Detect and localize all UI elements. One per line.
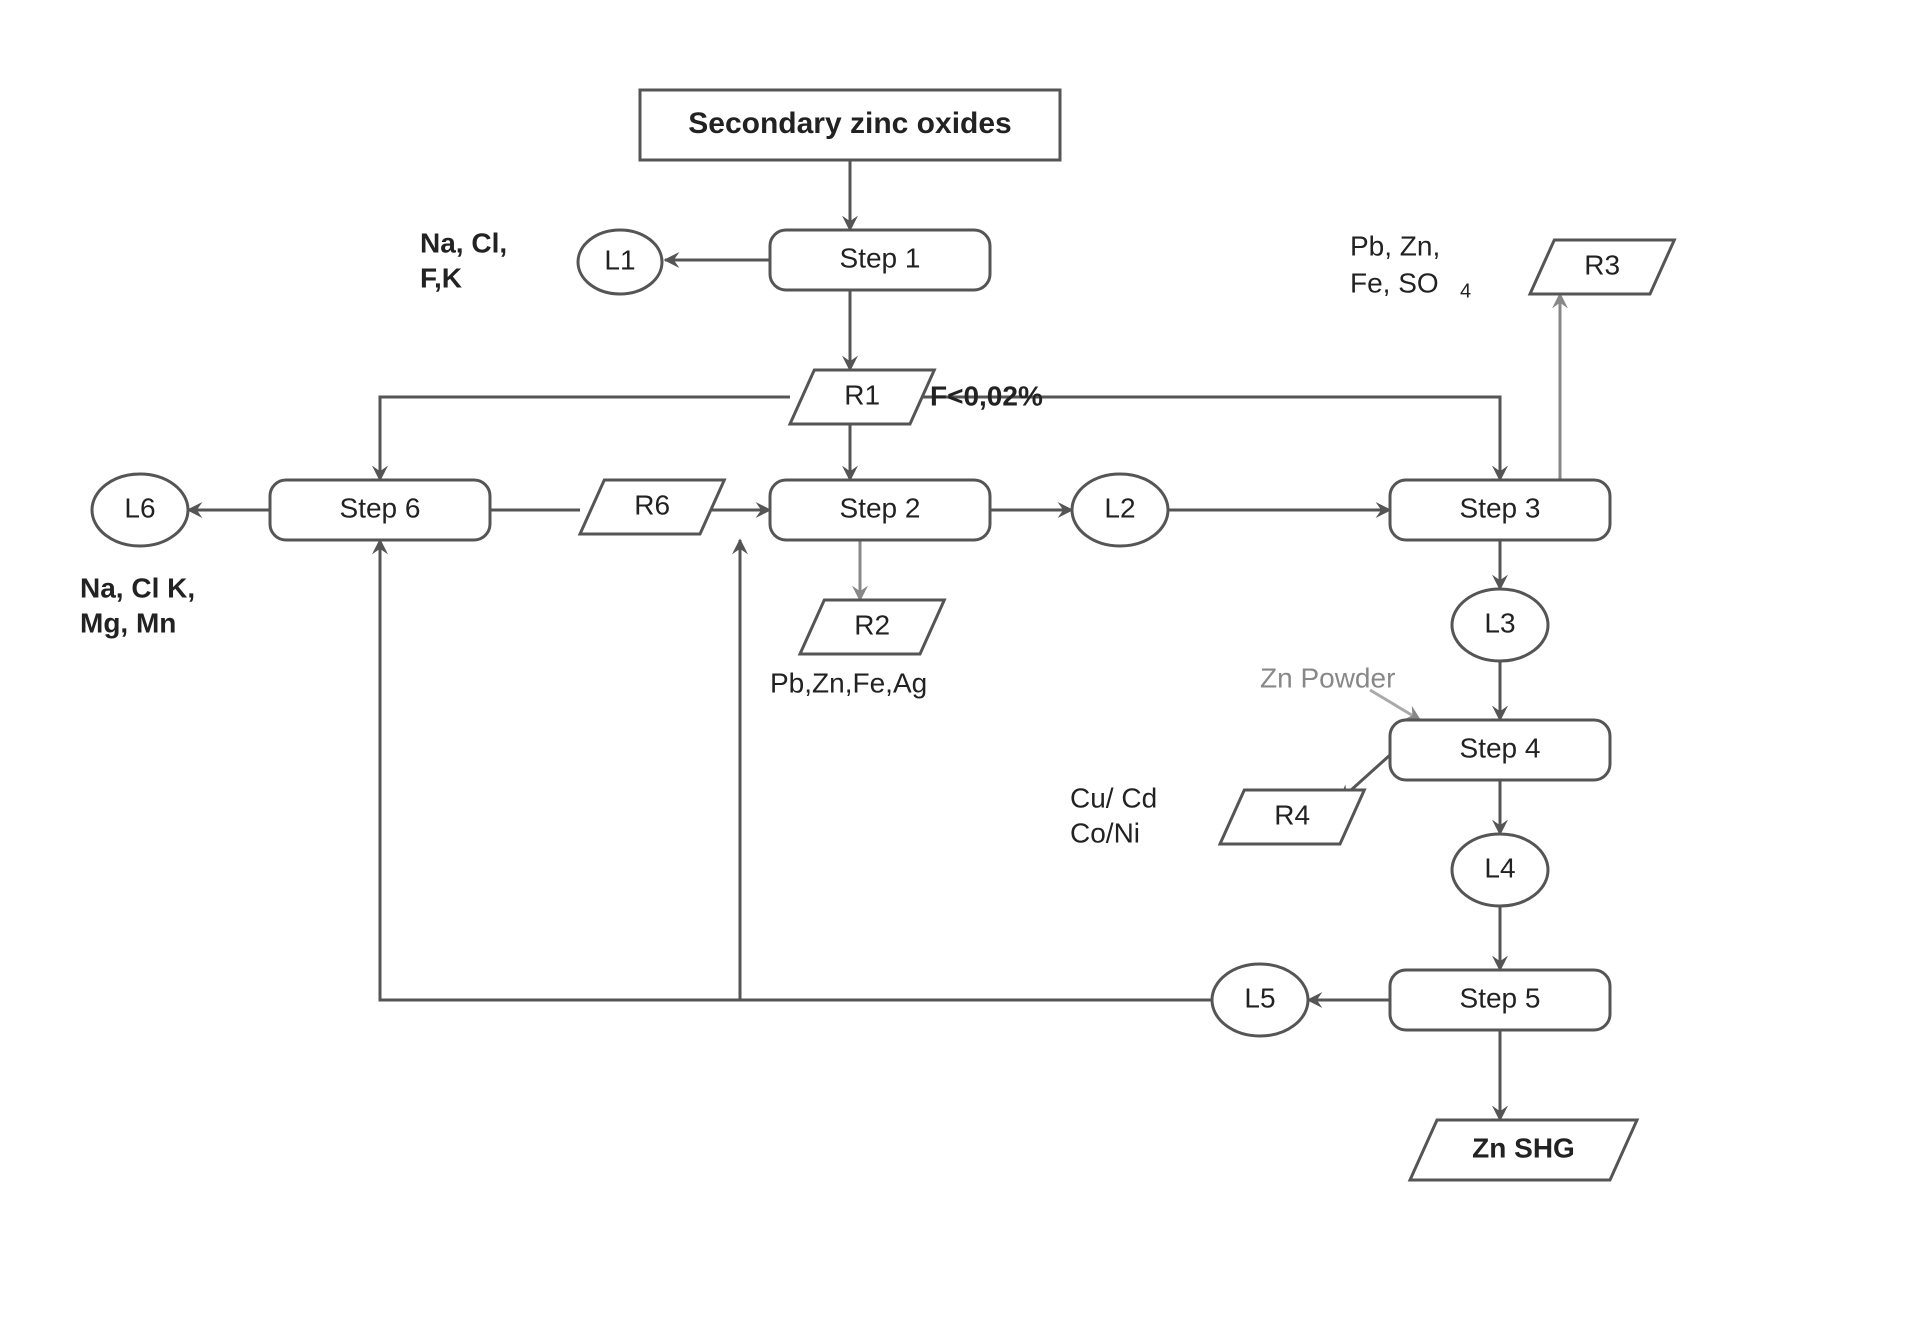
R2: R2 (800, 600, 944, 654)
label: L4 (1484, 852, 1515, 883)
step6: Step 6 (270, 480, 490, 540)
label: R3 (1584, 249, 1620, 280)
R4: R4 (1220, 790, 1364, 844)
label: L6 (124, 492, 155, 523)
R4lbl: Cu/ Cd (1070, 782, 1157, 813)
label: Na, Cl, (420, 227, 507, 258)
label: Step 3 (1460, 492, 1541, 523)
label: Step 4 (1460, 732, 1541, 763)
label: Step 1 (840, 242, 921, 273)
label: Na, Cl K, (80, 572, 195, 603)
label: Step 2 (840, 492, 921, 523)
R3sub: 4 (1460, 280, 1471, 302)
edge (1370, 690, 1420, 720)
L4: L4 (1452, 834, 1548, 906)
label: Co/Ni (1070, 817, 1140, 848)
nodes: Secondary zinc oxides Step 1 L1 Na, Cl, F,K R… (80, 90, 1674, 1180)
L1lbl2: F,K (420, 262, 462, 293)
L2: L2 (1072, 474, 1168, 546)
label: Mg, Mn (80, 607, 176, 638)
label: Pb,Zn,Fe,Ag (770, 667, 927, 698)
L6lbl2: Mg, Mn (80, 607, 176, 638)
label: F<0,02% (930, 380, 1043, 411)
L1lbl: Na, Cl, (420, 227, 507, 258)
edge (380, 540, 1212, 1000)
label: Cu/ Cd (1070, 782, 1157, 813)
label: L2 (1104, 492, 1135, 523)
edge (740, 540, 1212, 1000)
L1: L1 (578, 230, 662, 294)
step1: Step 1 (770, 230, 990, 290)
label: L3 (1484, 607, 1515, 638)
label: R1 (844, 379, 880, 410)
header: Secondary zinc oxides (640, 90, 1060, 160)
label: Pb, Zn, (1350, 230, 1440, 261)
label: R2 (854, 609, 890, 640)
label: Fe, SO (1350, 267, 1439, 298)
R2lbl: Pb,Zn,Fe,Ag (770, 667, 927, 698)
R4lbl2: Co/Ni (1070, 817, 1140, 848)
diagram-svg: Secondary zinc oxides Step 1 L1 Na, Cl, F,K R… (0, 0, 1912, 1325)
label: Step 6 (340, 492, 421, 523)
label: Step 5 (1460, 982, 1541, 1013)
label: L5 (1244, 982, 1275, 1013)
label: F,K (420, 262, 462, 293)
L5: L5 (1212, 964, 1308, 1036)
R3lbl: Pb, Zn, (1350, 230, 1440, 261)
R1: R1 (790, 370, 934, 424)
znshg: Zn SHG (1410, 1120, 1637, 1180)
L3: L3 (1452, 589, 1548, 661)
label: Zn Powder (1260, 662, 1395, 693)
L6: L6 (92, 474, 188, 546)
step2: Step 2 (770, 480, 990, 540)
R6: R6 (580, 480, 724, 534)
R3: R3 (1530, 240, 1674, 294)
diagram-canvas: Secondary zinc oxides Step 1 L1 Na, Cl, F,K R… (0, 0, 1912, 1325)
label: L1 (604, 244, 635, 275)
znp: Zn Powder (1260, 662, 1395, 693)
step4: Step 4 (1390, 720, 1610, 780)
L6lbl: Na, Cl K, (80, 572, 195, 603)
label: Secondary zinc oxides (688, 107, 1011, 140)
R3lbl2: Fe, SO (1350, 267, 1439, 298)
step3: Step 3 (1390, 480, 1610, 540)
step5: Step 5 (1390, 970, 1610, 1030)
label: R4 (1274, 799, 1310, 830)
R1lbl: F<0,02% (930, 380, 1043, 411)
label: 4 (1460, 280, 1471, 302)
edge (380, 397, 790, 480)
label: R6 (634, 489, 670, 520)
label: Zn SHG (1472, 1132, 1575, 1163)
